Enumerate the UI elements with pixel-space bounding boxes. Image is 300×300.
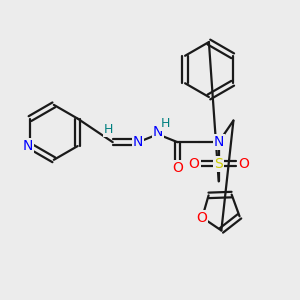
Text: N: N [153, 125, 163, 139]
Text: O: O [189, 157, 200, 171]
Text: O: O [238, 157, 249, 171]
Text: N: N [214, 135, 224, 149]
Text: O: O [172, 161, 183, 175]
Text: H: H [104, 123, 113, 136]
Text: S: S [214, 157, 223, 171]
Text: O: O [196, 211, 207, 225]
Text: H: H [161, 117, 170, 130]
Text: N: N [23, 139, 33, 153]
Text: N: N [133, 135, 143, 149]
